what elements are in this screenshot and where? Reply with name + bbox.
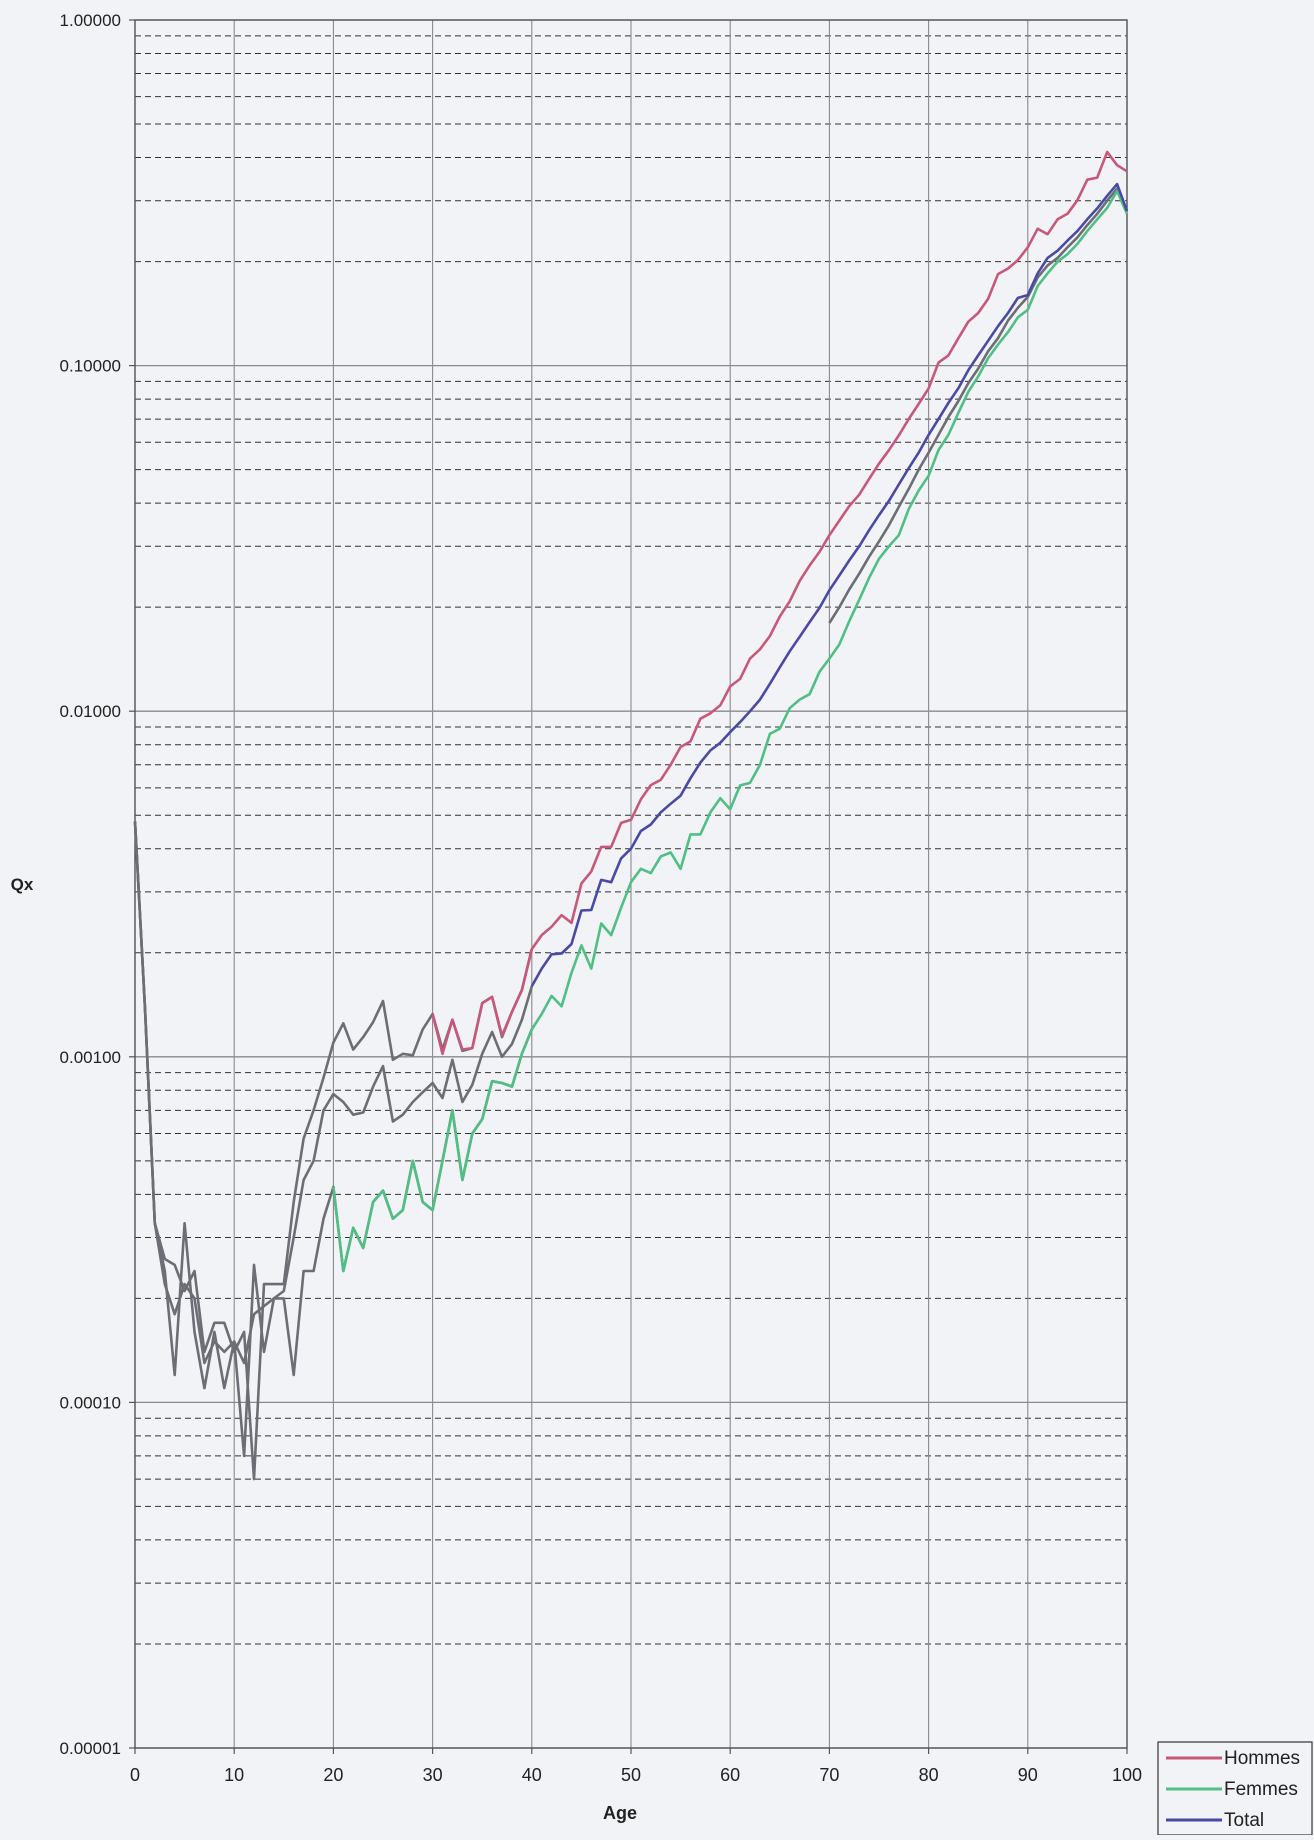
legend-label-total: Total	[1224, 1810, 1264, 1831]
y-tick-label: 0.00010	[60, 1393, 121, 1412]
x-tick-label: 10	[224, 1765, 244, 1785]
y-tick-label: 0.10000	[60, 357, 121, 376]
legend-label-hommes: Hommes	[1224, 1748, 1300, 1769]
series-line-hommes	[431, 150, 1128, 1056]
legend-label-femmes: Femmes	[1224, 1779, 1298, 1800]
x-tick-label: 40	[522, 1765, 542, 1785]
x-tick-label: 0	[130, 1765, 140, 1785]
x-tick-label: 80	[919, 1765, 939, 1785]
legend: Hommes Femmes Total	[1157, 1741, 1313, 1836]
y-tick-label: 0.00001	[60, 1739, 121, 1758]
y-tick-label: 1.00000	[60, 11, 121, 30]
x-tick-label: 30	[423, 1765, 443, 1785]
series-layer	[133, 150, 1129, 1481]
y-tick-label: 0.00100	[60, 1048, 121, 1067]
series-line-grey-segment-6	[828, 187, 1129, 624]
x-tick-label: 90	[1018, 1765, 1038, 1785]
y-tick-label: 0.01000	[60, 702, 121, 721]
x-tick-label: 60	[720, 1765, 740, 1785]
x-axis-label: Age	[603, 1803, 637, 1823]
series-line-femmes	[332, 189, 1129, 1273]
x-tick-label: 20	[323, 1765, 343, 1785]
y-axis-label: Qx	[11, 875, 34, 894]
x-tick-label: 100	[1112, 1765, 1142, 1785]
series-line-grey-segment-5	[133, 821, 534, 1365]
series-line-total	[530, 182, 1129, 987]
x-tick-label: 50	[621, 1765, 641, 1785]
axis-layer: 1.00000 0.10000 0.01000 0.00100 0.00010 0.000…	[60, 11, 1142, 1785]
x-tick-label: 70	[819, 1765, 839, 1785]
